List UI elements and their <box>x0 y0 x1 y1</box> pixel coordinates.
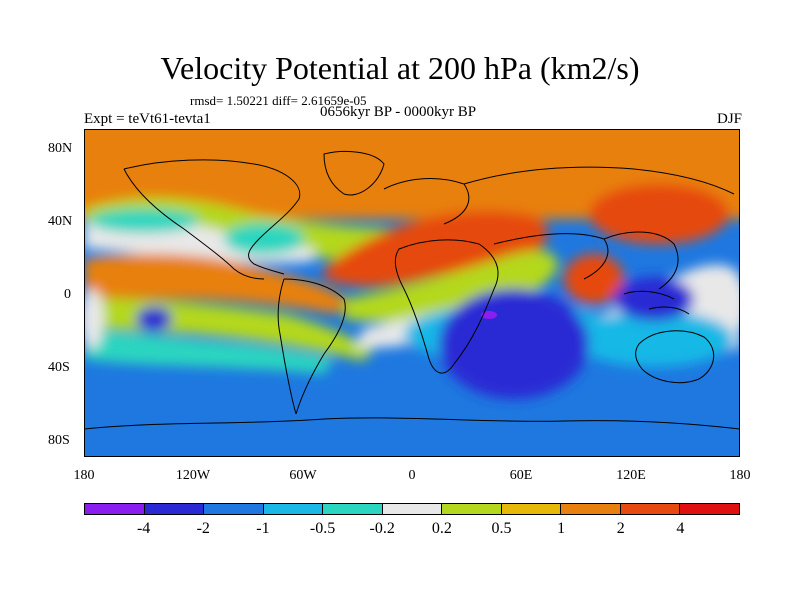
colorbar-label: 4 <box>676 520 685 537</box>
x-tick-120e: 120E <box>616 468 646 483</box>
colorbar-swatch <box>680 504 740 514</box>
colorbar-label: -1 <box>256 520 270 537</box>
colorbar-label: 2 <box>616 520 625 537</box>
colorbar-swatch <box>263 504 324 514</box>
colorbar-label: 1 <box>557 520 566 537</box>
map-panel <box>84 129 740 457</box>
field-low-maritime <box>614 277 694 321</box>
colorbar-label: -4 <box>136 520 151 537</box>
figure-title: Velocity Potential at 200 hPa (km2/s) <box>160 50 640 86</box>
field-low-pacific <box>136 307 172 331</box>
season-label: DJF <box>716 111 742 127</box>
colorbar-swatch <box>620 504 681 514</box>
x-tick-0: 0 <box>408 468 416 483</box>
colorbar <box>84 503 740 515</box>
colorbar-swatch <box>204 504 264 514</box>
expt-label: Expt = teVt61-tevta1 <box>84 111 211 127</box>
coastlines <box>84 150 740 430</box>
x-tick-180-west: 180 <box>73 468 95 483</box>
colorbar-label: 0.2 <box>431 520 452 537</box>
y-tick-40n: 40N <box>48 214 73 229</box>
field-red-africa <box>324 211 548 287</box>
field-cyan-west <box>84 329 334 374</box>
y-tick-80n: 80N <box>48 141 73 156</box>
colorbar-swatch <box>323 504 383 514</box>
field-cyan-pacific <box>89 209 199 233</box>
field-yellow-subtropics <box>344 250 558 323</box>
period-label: 0656kyr BP - 0000kyr BP <box>320 104 477 120</box>
colorbar-swatch <box>144 504 205 514</box>
colorbar-label: -0.2 <box>369 520 395 537</box>
field-cyan-indopacific <box>574 311 734 367</box>
y-tick-80s: 80S <box>48 433 70 448</box>
field-orange-pacific <box>84 253 354 314</box>
colorbar-swatch <box>382 504 443 514</box>
field-red-asia <box>589 184 729 244</box>
field-cyan-atlantic <box>224 223 304 255</box>
colorbar-swatch <box>85 504 145 514</box>
colorbar-label: -0.5 <box>309 520 336 537</box>
field-right-edge-white <box>720 276 740 332</box>
colorbar-swatch <box>501 504 562 514</box>
x-tick-120w: 120W <box>175 468 211 483</box>
x-tick-60e: 60E <box>509 468 533 483</box>
colorbar-swatch <box>442 504 502 514</box>
field-low-africa <box>439 289 589 399</box>
y-tick-0: 0 <box>64 287 71 302</box>
field-red-india <box>564 254 624 304</box>
map-frame <box>84 129 740 457</box>
y-tick-40s: 40S <box>48 360 70 375</box>
stats-label: rmsd= 1.50221 diff= 2.61659e-05 <box>190 93 367 108</box>
colorbar-swatch <box>561 504 621 514</box>
field-left-edge-white <box>84 289 104 349</box>
field-max-africa <box>481 311 497 319</box>
x-tick-60w: 60W <box>289 468 317 483</box>
colorbar-label: 0.5 <box>491 520 512 537</box>
colorbar-label: -2 <box>196 520 210 537</box>
x-tick-180-east: 180 <box>729 468 751 483</box>
